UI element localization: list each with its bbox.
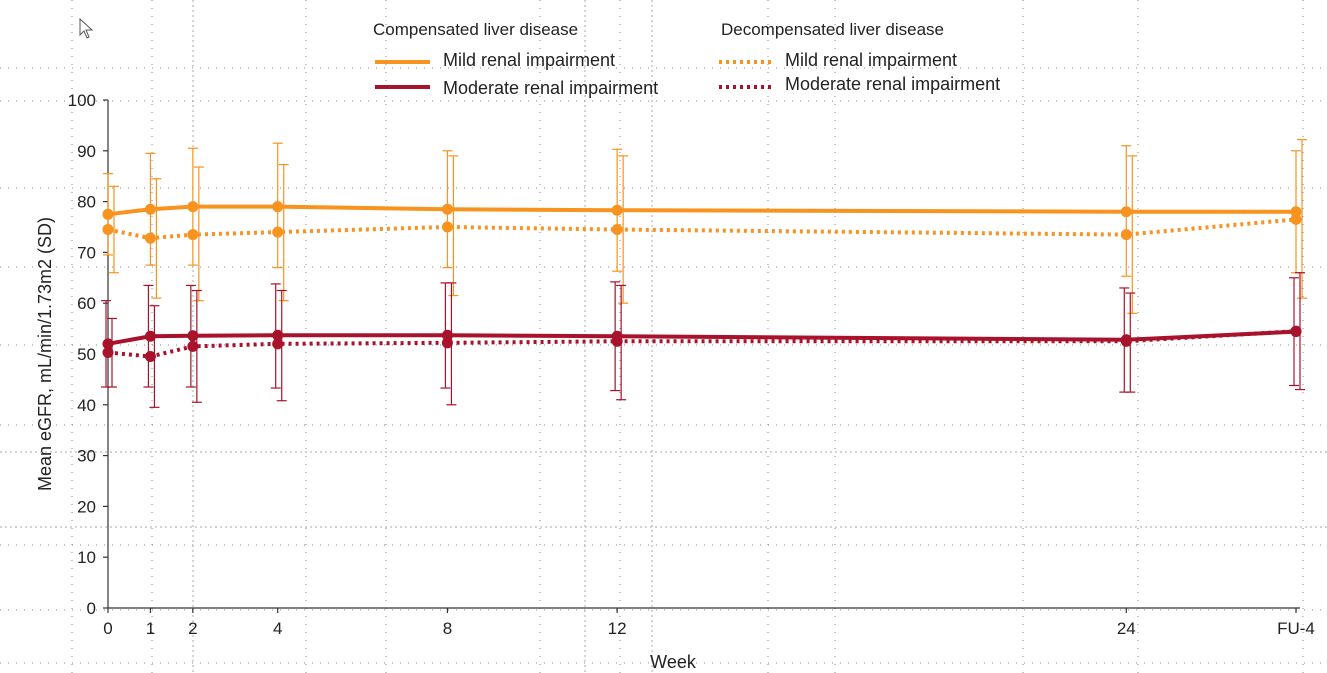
legend-label-decomp-moderate: Moderate renal impairment [785,74,1000,94]
data-point [1290,206,1302,218]
x-axis-title: Week [650,652,697,672]
x-tick-label: 8 [443,619,452,638]
x-tick-label: 2 [188,619,197,638]
data-point [611,224,623,236]
series-line [107,204,1296,217]
x-tick-label: 12 [608,619,627,638]
series-line [107,329,1297,346]
data-point [611,335,623,347]
data-point [144,351,156,363]
mouse-cursor-icon [79,18,94,39]
y-tick-label: 10 [77,548,96,567]
y-tick-label: 90 [77,142,96,161]
y-tick-label: 50 [77,345,96,364]
data-point [1120,335,1132,347]
legend-heading-compensated: Compensated liver disease [373,20,578,39]
y-ticks: 0 10 20 30 40 50 60 70 80 90 100 [68,91,108,618]
data-point [144,232,156,244]
x-tick-label: 24 [1117,619,1136,638]
data-point [144,203,156,215]
data-point [187,340,199,352]
x-tick-label: FU-4 [1277,619,1315,638]
data-points [102,201,1302,363]
y-tick-label: 30 [77,447,96,466]
legend-label-decomp-mild: Mild renal impairment [785,50,957,70]
data-point [102,208,114,220]
x-tick-label: 4 [273,619,282,638]
error-bars [101,139,1307,408]
x-tick-label: 0 [103,619,112,638]
data-point [272,338,284,350]
data-point [441,337,453,349]
data-point [441,329,453,341]
data-point [102,224,114,236]
y-tick-label: 60 [77,294,96,313]
y-tick-label: 80 [77,193,96,212]
y-axis-title: Mean eGFR, mL/min/1.73m2 (SD) [35,217,55,491]
data-point [187,229,199,241]
data-point [441,221,453,233]
y-tick-label: 20 [77,497,96,516]
data-point [1290,213,1302,225]
data-point [1120,206,1132,218]
x-ticks: 0 1 2 4 8 12 24 FU-4 [103,608,1315,638]
data-point [102,346,114,358]
legend: Compensated liver disease Decompensated … [373,20,1000,98]
y-tick-label: 70 [77,243,96,262]
series-line [107,329,1297,359]
data-point [1120,229,1132,241]
data-point [441,203,453,215]
data-point [611,204,623,216]
data-point [1290,325,1302,337]
legend-label-comp-moderate: Moderate renal impairment [443,78,658,98]
data-point [144,330,156,342]
series-line [107,217,1297,241]
data-point [272,226,284,238]
data-point [187,330,199,342]
y-tick-label: 40 [77,396,96,415]
y-tick-label: 100 [68,91,96,110]
data-point [187,201,199,213]
x-tick-label: 1 [146,619,155,638]
legend-heading-decompensated: Decompensated liver disease [721,20,944,39]
series-lines [107,204,1297,359]
legend-label-comp-mild: Mild renal impairment [443,50,615,70]
axes [107,100,1300,609]
y-tick-label: 0 [87,599,96,618]
data-point [272,201,284,213]
data-point [272,329,284,341]
data-point [102,338,114,350]
